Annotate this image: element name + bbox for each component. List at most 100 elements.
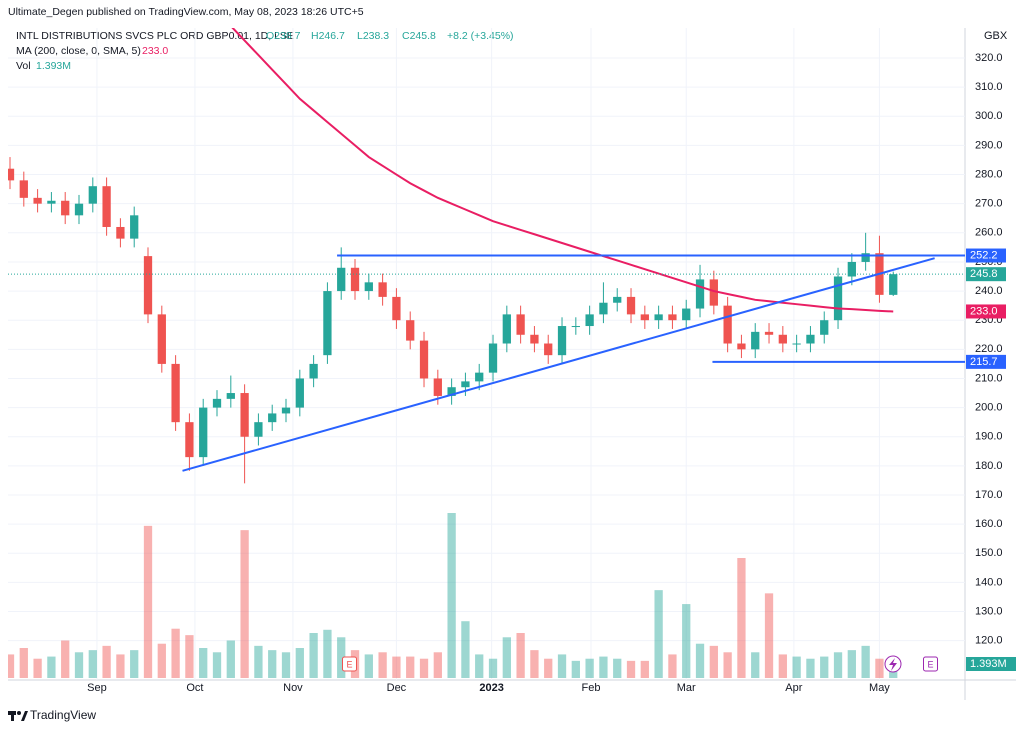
volume-bar bbox=[364, 654, 373, 678]
y-tick-label: 280.0 bbox=[975, 168, 1003, 180]
volume-bar bbox=[337, 637, 346, 678]
event-label: E bbox=[346, 659, 352, 669]
candle-body bbox=[8, 168, 15, 181]
price-label-box bbox=[966, 304, 1006, 319]
y-tick-label: 310.0 bbox=[975, 81, 1003, 93]
volume-bar bbox=[682, 604, 691, 678]
volume-bar bbox=[199, 648, 208, 678]
volume-bar bbox=[19, 648, 28, 678]
volume-bar bbox=[599, 656, 608, 678]
x-tick-label: Oct bbox=[186, 682, 203, 694]
candle-body bbox=[516, 314, 525, 335]
volume-bar bbox=[116, 654, 125, 678]
volume-bar bbox=[268, 650, 277, 678]
plot-area bbox=[8, 28, 965, 680]
candle-body bbox=[544, 343, 553, 356]
ma-name: MA (200, close, 0, SMA, 5) bbox=[16, 45, 141, 57]
candle-body bbox=[654, 314, 663, 321]
y-tick-label: 290.0 bbox=[975, 139, 1003, 151]
volume-bar bbox=[33, 658, 42, 678]
candle-body bbox=[226, 393, 235, 399]
volume-bar bbox=[516, 633, 525, 678]
volume-bar bbox=[185, 635, 194, 678]
y-tick-label: 200.0 bbox=[975, 402, 1003, 414]
y-tick-label: 210.0 bbox=[975, 372, 1003, 384]
volume-bar bbox=[557, 654, 567, 678]
volume-bar bbox=[751, 652, 760, 678]
volume-bar bbox=[74, 652, 84, 678]
candle-body bbox=[295, 378, 304, 408]
candle-body bbox=[626, 296, 636, 315]
candle-body bbox=[599, 302, 608, 315]
y-tick-label: 240.0 bbox=[975, 285, 1003, 297]
price-label-box bbox=[966, 267, 1006, 282]
price-label: 245.8 bbox=[970, 268, 998, 280]
ohlc-low: L238.3 bbox=[357, 30, 389, 42]
volume-bar bbox=[433, 652, 442, 678]
ma-value: 233.0 bbox=[142, 45, 168, 57]
candle-body bbox=[130, 215, 139, 239]
volume-bar bbox=[171, 628, 180, 678]
candle-body bbox=[778, 334, 787, 344]
x-tick-label: Apr bbox=[785, 682, 802, 694]
volume-bar bbox=[833, 652, 843, 678]
volume-bar bbox=[792, 656, 801, 678]
candle-body bbox=[695, 279, 705, 309]
candle-body bbox=[723, 305, 732, 344]
ohlc-high: H246.7 bbox=[311, 30, 345, 42]
volume-bar bbox=[61, 640, 70, 678]
candle-body bbox=[433, 378, 442, 396]
volume-bar bbox=[488, 658, 498, 678]
candle-body bbox=[751, 331, 760, 350]
candle-body bbox=[61, 200, 70, 216]
volume-bar bbox=[530, 650, 539, 678]
event-marker bbox=[341, 656, 357, 672]
volume-bar bbox=[254, 645, 263, 678]
candle-body bbox=[323, 291, 332, 356]
volume-bar bbox=[847, 650, 856, 678]
volume-bar bbox=[764, 593, 774, 678]
trendline bbox=[182, 257, 935, 472]
volume-bar bbox=[419, 658, 429, 678]
x-tick-label: Sep bbox=[87, 682, 107, 694]
volume-bar bbox=[240, 530, 249, 678]
volume-bar bbox=[130, 650, 139, 678]
y-tick-label: 140.0 bbox=[975, 576, 1003, 588]
candle-body bbox=[668, 314, 677, 321]
y-tick-label: 190.0 bbox=[975, 431, 1003, 443]
volume-bar bbox=[613, 658, 622, 678]
candle-body bbox=[254, 422, 263, 437]
price-label: 215.7 bbox=[970, 356, 998, 368]
y-tick-label: 260.0 bbox=[975, 227, 1003, 239]
candle-body bbox=[212, 398, 222, 408]
volume-bar bbox=[88, 650, 97, 678]
candle-body bbox=[88, 186, 97, 204]
y-tick-label: 270.0 bbox=[975, 198, 1003, 210]
candle-body bbox=[240, 393, 249, 437]
volume-bar bbox=[406, 656, 415, 678]
price-label-box bbox=[966, 248, 1006, 263]
volume-bar bbox=[585, 658, 594, 678]
volume-bar bbox=[47, 656, 56, 678]
candle-body bbox=[102, 186, 111, 227]
y-tick-label: 220.0 bbox=[975, 343, 1003, 355]
candle-body bbox=[350, 267, 360, 292]
volume-bar bbox=[226, 640, 235, 678]
x-tick-label: Mar bbox=[677, 682, 696, 694]
ohlc-open: O238.7 bbox=[266, 30, 301, 42]
symbol: INTL DISTRIBUTIONS SVCS PLC ORD GBP0.01,… bbox=[16, 30, 294, 42]
y-tick-label: 130.0 bbox=[975, 605, 1003, 617]
candle-body bbox=[185, 422, 194, 458]
published-line: Ultimate_Degen published on TradingView.… bbox=[8, 6, 364, 18]
candle-body bbox=[530, 334, 539, 344]
x-tick-label: 2023 bbox=[479, 682, 503, 694]
candle-body bbox=[709, 279, 718, 306]
volume-bar bbox=[309, 633, 318, 678]
x-tick-label: May bbox=[869, 682, 890, 694]
candle-body bbox=[143, 256, 153, 315]
volume-bar bbox=[640, 660, 649, 678]
event-label: E bbox=[927, 659, 933, 669]
x-tick-label: Dec bbox=[387, 682, 407, 694]
candle-body bbox=[737, 343, 746, 350]
ohlc-change: +8.2 (+3.45%) bbox=[447, 30, 514, 42]
